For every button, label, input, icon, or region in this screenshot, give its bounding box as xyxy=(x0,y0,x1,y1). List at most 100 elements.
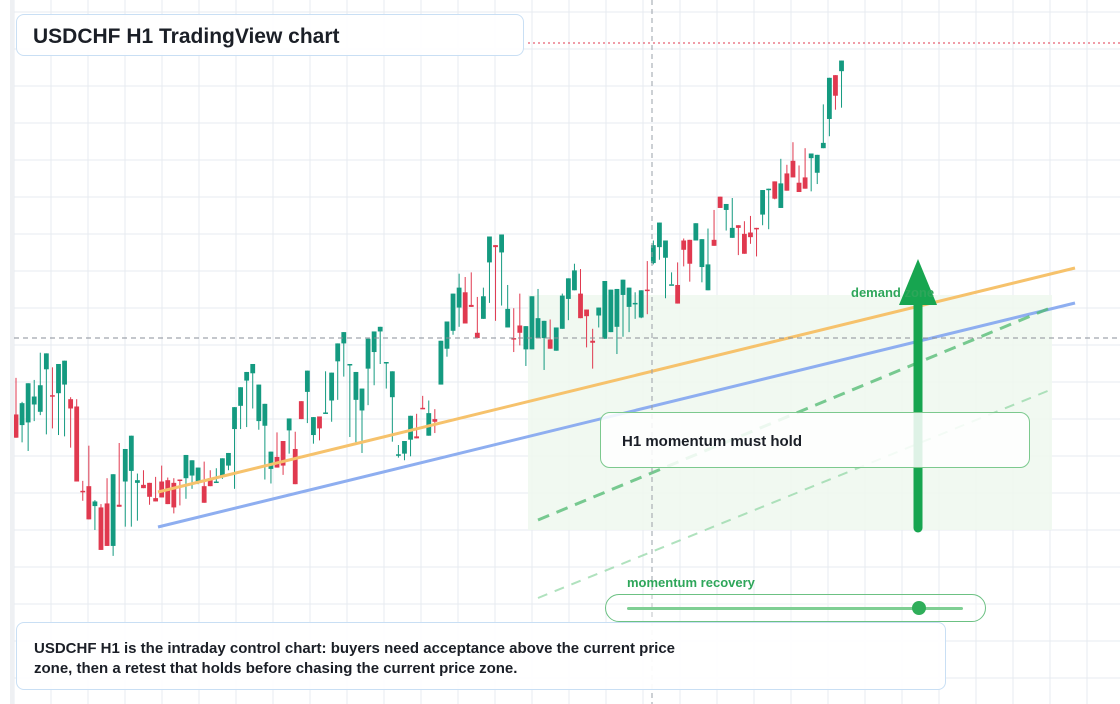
candle xyxy=(213,468,219,484)
candle xyxy=(778,158,784,208)
candle xyxy=(238,387,243,430)
candle xyxy=(729,197,735,238)
candle-body xyxy=(480,296,486,319)
candle-body xyxy=(50,395,55,397)
candle xyxy=(681,238,687,267)
candle xyxy=(92,500,98,530)
candle xyxy=(153,476,159,502)
candle-body xyxy=(298,401,304,420)
candle xyxy=(104,478,110,546)
candle xyxy=(396,445,401,458)
candle xyxy=(183,454,189,499)
candle-body xyxy=(183,454,189,479)
candle xyxy=(717,196,723,208)
candle xyxy=(80,480,86,501)
candle-body xyxy=(238,387,243,406)
momentum-callout: H1 momentum must hold xyxy=(600,412,1030,468)
candle xyxy=(256,384,262,430)
candle-body xyxy=(705,264,711,291)
candle-body xyxy=(584,309,589,317)
candle-body xyxy=(74,406,80,482)
zone-label: demand zone xyxy=(851,285,935,300)
candle-body xyxy=(37,385,43,412)
candle xyxy=(116,443,122,507)
candle-body xyxy=(760,190,766,215)
slider-handle[interactable] xyxy=(912,601,926,615)
candle-body xyxy=(213,481,219,484)
candle-body xyxy=(292,448,298,485)
candle-body xyxy=(323,412,328,414)
candle-body xyxy=(219,458,225,477)
momentum-slider[interactable] xyxy=(605,594,986,622)
page-title: USDCHF H1 TradingView chart xyxy=(33,25,340,48)
candle xyxy=(402,441,407,461)
candle-body xyxy=(371,331,377,353)
candle-body xyxy=(614,288,620,327)
candle xyxy=(480,287,486,319)
candle-body xyxy=(742,233,747,254)
candle-body xyxy=(723,203,729,210)
candle-body xyxy=(432,419,438,422)
candle-body xyxy=(256,384,262,422)
candle xyxy=(614,288,620,355)
candle xyxy=(74,399,80,482)
candle-body xyxy=(389,371,395,398)
candle-body xyxy=(141,484,146,489)
candle-body xyxy=(341,332,347,344)
candle xyxy=(602,280,608,339)
candle-body xyxy=(311,417,316,436)
candle-body xyxy=(626,287,632,307)
candle xyxy=(814,154,820,185)
candle xyxy=(766,188,772,230)
candle-body xyxy=(383,362,389,364)
candle-body xyxy=(396,454,401,456)
candle xyxy=(365,338,371,406)
candle-body xyxy=(420,407,426,410)
candle xyxy=(584,309,589,348)
candle xyxy=(250,363,256,409)
recovery-label: momentum recovery xyxy=(627,575,755,590)
candle-body xyxy=(304,370,310,392)
candle xyxy=(462,277,468,324)
left-rail xyxy=(10,0,14,704)
candle xyxy=(13,377,19,438)
candle-body xyxy=(572,270,577,291)
candle-body xyxy=(608,289,614,333)
candles xyxy=(13,60,844,556)
analysis-note: USDCHF H1 is the intraday control chart:… xyxy=(34,640,676,677)
candle-body xyxy=(171,482,177,508)
candle xyxy=(468,272,474,307)
candle-body xyxy=(408,415,413,440)
candle-body xyxy=(559,295,565,329)
candle xyxy=(341,332,347,377)
candle-body xyxy=(754,227,759,230)
candle-body xyxy=(681,240,687,250)
candle xyxy=(329,372,335,422)
candle-body xyxy=(814,154,820,173)
candle xyxy=(56,363,61,436)
candle-body xyxy=(632,302,638,305)
analysis-note-card: USDCHF H1 is the intraday control chart:… xyxy=(16,622,946,690)
candle-body xyxy=(790,160,796,178)
candle-body xyxy=(128,435,134,471)
candle xyxy=(420,395,426,410)
candle-body xyxy=(147,482,152,497)
candle-body xyxy=(778,183,784,208)
candle-body xyxy=(450,293,456,331)
candle xyxy=(43,353,49,435)
candle-body xyxy=(153,498,159,502)
candle xyxy=(669,272,674,286)
candle-body xyxy=(232,407,237,430)
candle xyxy=(493,245,498,321)
candle-body xyxy=(335,343,341,362)
candle xyxy=(444,321,450,357)
candle xyxy=(62,360,67,437)
candle-body xyxy=(207,478,213,487)
candle-body xyxy=(31,396,37,405)
candle xyxy=(298,401,304,420)
candle-body xyxy=(748,232,753,238)
candle xyxy=(590,328,596,369)
candle-body xyxy=(86,486,92,520)
candle xyxy=(68,397,74,448)
candle xyxy=(826,77,832,137)
